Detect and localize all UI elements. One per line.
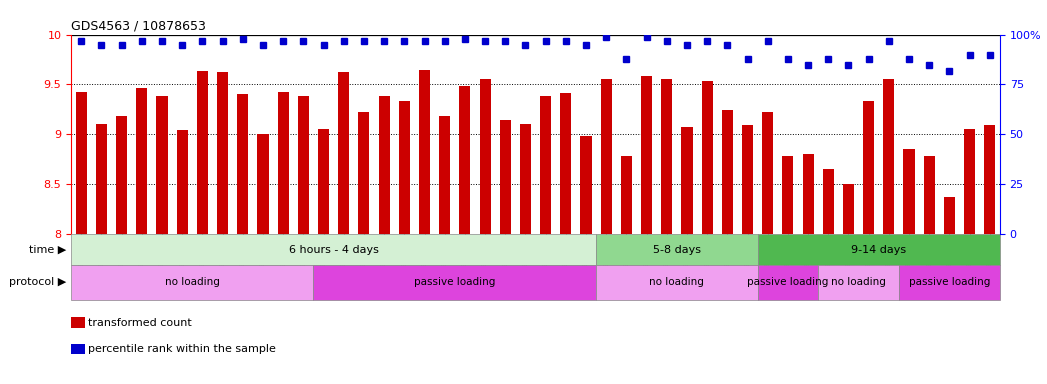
Text: transformed count: transformed count: [88, 318, 192, 328]
Bar: [863, 101, 874, 234]
Bar: [71, 234, 596, 265]
Bar: [560, 93, 572, 234]
Bar: [758, 234, 1000, 265]
Bar: [217, 71, 228, 234]
Text: passive loading: passive loading: [909, 277, 990, 287]
Text: no loading: no loading: [831, 277, 886, 287]
Bar: [399, 101, 409, 234]
Bar: [943, 197, 955, 234]
Bar: [313, 265, 596, 300]
Bar: [596, 234, 758, 265]
Bar: [621, 156, 632, 234]
Bar: [156, 96, 168, 234]
Text: GDS4563 / 10878653: GDS4563 / 10878653: [71, 19, 206, 32]
Bar: [803, 154, 814, 234]
Bar: [439, 116, 450, 234]
Text: protocol ▶: protocol ▶: [8, 277, 66, 287]
Text: no loading: no loading: [164, 277, 220, 287]
Text: percentile rank within the sample: percentile rank within the sample: [88, 344, 275, 354]
Bar: [884, 79, 894, 234]
Bar: [923, 156, 935, 234]
Bar: [964, 129, 975, 234]
Bar: [297, 96, 309, 234]
Bar: [641, 76, 652, 234]
Bar: [758, 265, 818, 300]
Text: 9-14 days: 9-14 days: [851, 245, 907, 255]
Bar: [540, 96, 551, 234]
Bar: [984, 126, 996, 234]
Bar: [116, 116, 128, 234]
Bar: [238, 94, 248, 234]
Text: passive loading: passive loading: [415, 277, 495, 287]
Bar: [662, 79, 672, 234]
Bar: [742, 126, 753, 234]
Bar: [762, 113, 774, 234]
Bar: [358, 113, 370, 234]
Bar: [580, 136, 592, 234]
Bar: [258, 134, 268, 234]
Bar: [520, 124, 531, 234]
Bar: [277, 93, 289, 234]
Bar: [197, 71, 208, 234]
Bar: [818, 265, 899, 300]
Bar: [721, 111, 733, 234]
Bar: [96, 124, 107, 234]
Bar: [136, 88, 148, 234]
Bar: [318, 129, 329, 234]
Bar: [823, 169, 833, 234]
Text: 6 hours - 4 days: 6 hours - 4 days: [289, 245, 379, 255]
Bar: [338, 73, 350, 234]
Bar: [71, 265, 313, 300]
Bar: [843, 184, 854, 234]
Bar: [177, 131, 187, 234]
Bar: [899, 265, 1000, 300]
Bar: [701, 81, 713, 234]
Bar: [379, 96, 389, 234]
Text: time ▶: time ▶: [28, 245, 66, 255]
Bar: [904, 149, 915, 234]
Text: no loading: no loading: [649, 277, 705, 287]
Bar: [782, 156, 794, 234]
Bar: [460, 86, 470, 234]
Text: 5-8 days: 5-8 days: [653, 245, 700, 255]
Bar: [682, 127, 692, 234]
Bar: [601, 79, 611, 234]
Text: passive loading: passive loading: [748, 277, 828, 287]
Bar: [480, 79, 491, 234]
Bar: [419, 70, 430, 234]
Bar: [499, 121, 511, 234]
Bar: [596, 265, 758, 300]
Bar: [75, 93, 87, 234]
